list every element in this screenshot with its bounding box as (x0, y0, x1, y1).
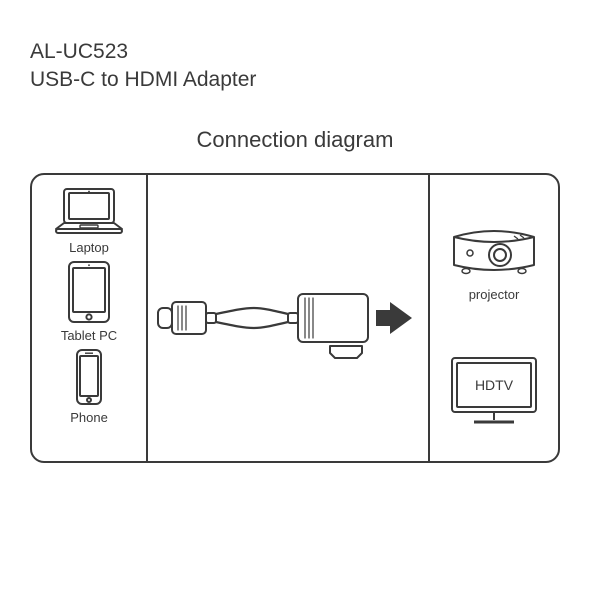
hdtv-screen-label: HDTV (475, 377, 514, 393)
model-number: AL-UC523 (30, 38, 560, 66)
device-tablet: Tablet PC (40, 259, 138, 343)
hdtv-icon: HDTV (444, 352, 544, 428)
phone-icon (71, 347, 107, 407)
adapter-panel (148, 175, 428, 461)
output-devices-panel: projector HDTV (428, 175, 558, 461)
tablet-icon (63, 259, 115, 325)
device-projector: projector (444, 219, 544, 302)
device-laptop: Laptop (40, 185, 138, 255)
device-hdtv: HDTV (444, 352, 544, 428)
projector-icon (444, 219, 544, 283)
adapter-icon (154, 258, 422, 378)
connection-diagram: Laptop Tablet PC (30, 173, 560, 463)
laptop-icon (50, 185, 128, 237)
device-phone: Phone (40, 347, 138, 425)
diagram-title: Connection diagram (30, 127, 560, 153)
tablet-label: Tablet PC (61, 328, 117, 343)
phone-label: Phone (70, 410, 108, 425)
source-devices-panel: Laptop Tablet PC (32, 175, 148, 461)
product-name: USB-C to HDMI Adapter (30, 66, 560, 94)
laptop-label: Laptop (69, 240, 109, 255)
projector-label: projector (469, 287, 520, 302)
header: AL-UC523 USB-C to HDMI Adapter (30, 38, 560, 95)
